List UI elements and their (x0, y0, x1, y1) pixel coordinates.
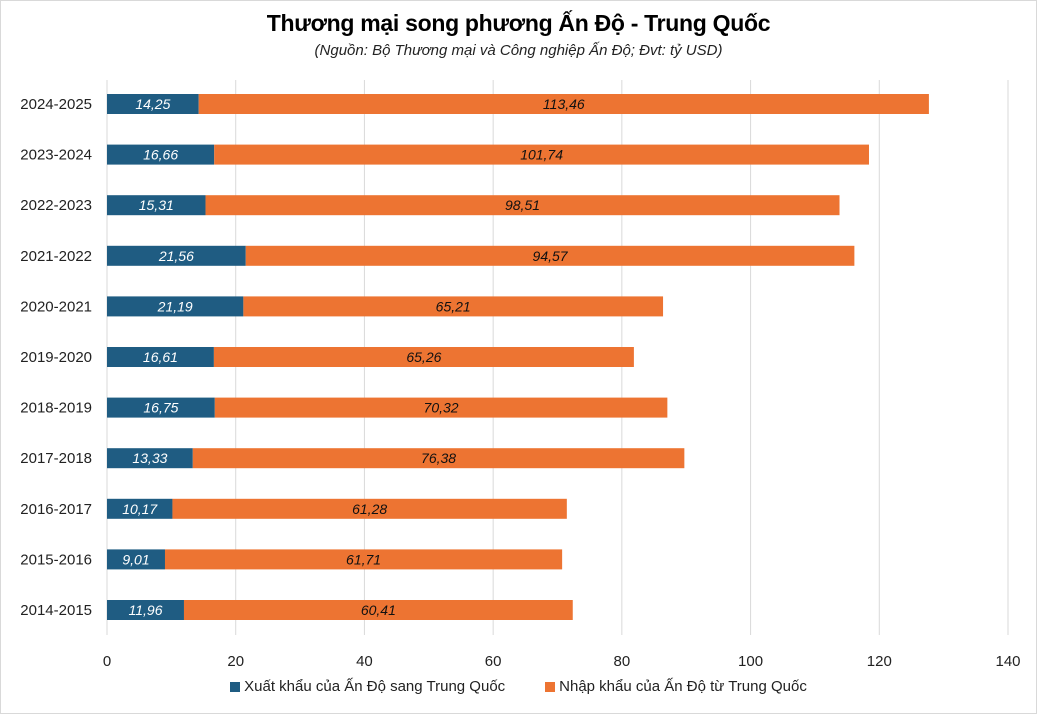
bar-export (107, 397, 215, 418)
bar-export (107, 94, 199, 114)
y-tick-label: 2019-2020 (20, 349, 92, 366)
data-label-import: 61,71 (346, 551, 381, 567)
data-label-import: 60,41 (361, 602, 396, 618)
bar-import (164, 549, 563, 570)
legend-item-export: Xuất khẩu của Ấn Độ sang Trung Quốc (230, 678, 505, 695)
y-tick-label: 2015-2016 (20, 551, 92, 568)
bar-export (107, 144, 215, 165)
data-label-export: 11,96 (128, 602, 162, 618)
y-tick-label: 2020-2021 (20, 298, 92, 315)
x-tick-label: 100 (738, 653, 763, 670)
chart-title: Thương mại song phương Ấn Độ - Trung Quố… (266, 10, 771, 36)
x-tick-label: 120 (867, 653, 892, 670)
bar-export (107, 296, 244, 317)
legend-label-import: Nhập khẩu của Ấn Độ từ Trung Quốc (559, 678, 807, 695)
bar-export (107, 347, 214, 367)
legend-swatch-import (545, 681, 556, 692)
data-label-import: 94,57 (533, 248, 569, 264)
x-tick-label: 140 (995, 653, 1020, 670)
y-tick-label: 2023-2024 (20, 147, 92, 164)
y-tick-label: 2016-2017 (20, 501, 92, 518)
x-tick-label: 80 (614, 653, 631, 670)
chart-subtitle: (Nguồn: Bộ Thương mại và Công nghiệp Ấn … (314, 42, 723, 59)
data-label-import: 65,26 (406, 349, 441, 365)
data-label-export: 21,19 (157, 298, 193, 314)
bar-import (243, 296, 664, 317)
bar-import (213, 347, 634, 367)
y-tick-label: 2018-2019 (20, 400, 92, 417)
x-tick-label: 60 (485, 653, 502, 670)
bar-export (107, 600, 184, 620)
x-tick-label: 20 (227, 653, 244, 670)
x-tick-label: 0 (103, 653, 111, 670)
bar-export (107, 498, 173, 519)
data-label-export: 9,01 (122, 551, 149, 567)
y-tick-label: 2017-2018 (20, 450, 92, 467)
bar-import (198, 94, 929, 114)
bar-import (214, 397, 668, 418)
data-label-import: 98,51 (505, 197, 540, 213)
data-label-export: 10,17 (122, 501, 158, 517)
bar-import (172, 498, 567, 519)
data-label-export: 15,31 (139, 197, 174, 213)
legend-swatch-export (230, 681, 241, 692)
bar-export (107, 448, 193, 469)
data-label-export: 16,66 (143, 147, 178, 163)
bar-import (214, 144, 869, 165)
data-label-export: 16,61 (143, 349, 178, 365)
bar-export (107, 245, 246, 266)
data-label-import: 65,21 (436, 298, 471, 314)
data-label-import: 76,38 (421, 450, 456, 466)
bar-import (183, 600, 573, 620)
y-tick-label: 2014-2015 (20, 602, 92, 619)
bar-import (192, 448, 685, 469)
data-label-export: 14,25 (135, 96, 170, 112)
legend-item-import: Nhập khẩu của Ấn Độ từ Trung Quốc (545, 678, 807, 695)
bar-import (245, 245, 855, 266)
legend: Xuất khẩu của Ấn Độ sang Trung Quốc Nhập… (0, 678, 1037, 695)
y-tick-label: 2024-2025 (20, 96, 92, 113)
y-tick-label: 2022-2023 (20, 197, 92, 214)
data-label-import: 61,28 (352, 501, 387, 517)
data-label-import: 113,46 (543, 96, 585, 112)
data-label-export: 21,56 (158, 248, 194, 264)
data-label-import: 70,32 (424, 400, 459, 416)
legend-label-export: Xuất khẩu của Ấn Độ sang Trung Quốc (244, 678, 506, 695)
bar-export (107, 549, 165, 570)
data-label-export: 13,33 (132, 450, 167, 466)
x-tick-label: 40 (356, 653, 373, 670)
data-label-export: 16,75 (143, 400, 178, 416)
data-label-import: 101,74 (520, 147, 563, 163)
bar-import (205, 195, 840, 216)
y-tick-label: 2021-2022 (20, 248, 92, 265)
bar-export (107, 195, 206, 216)
